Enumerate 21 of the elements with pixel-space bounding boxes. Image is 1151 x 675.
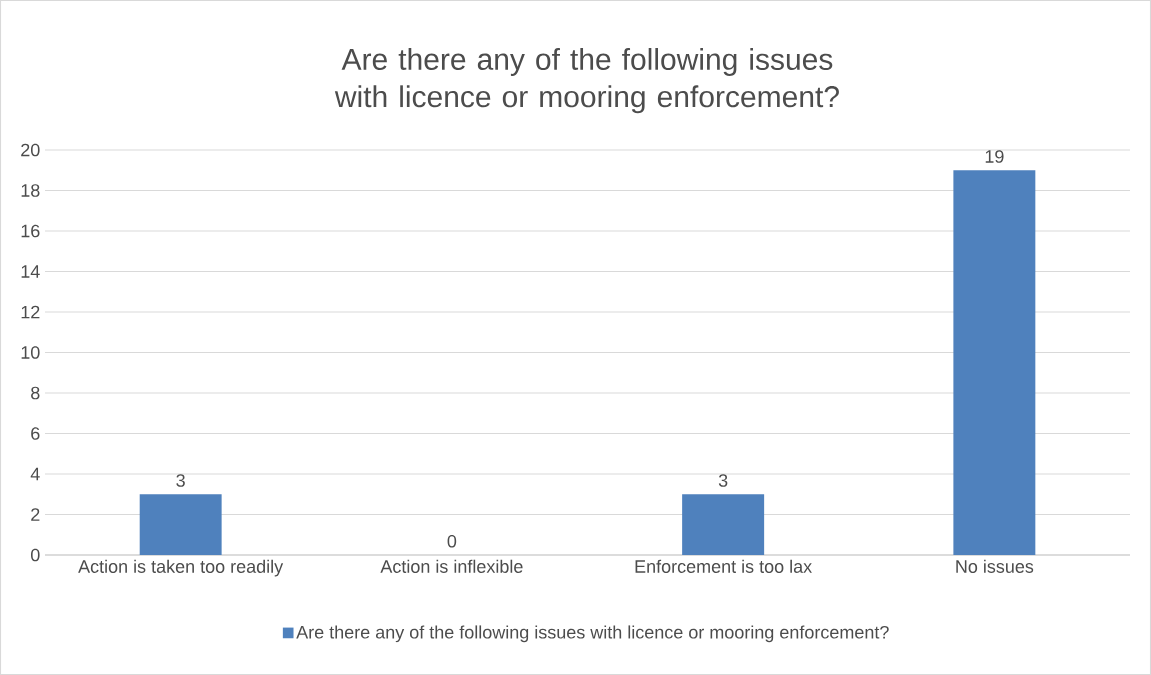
y-tick-label: 6 bbox=[31, 427, 40, 440]
y-tick-label: 4 bbox=[30, 467, 40, 481]
y-tick-label: 2 bbox=[31, 508, 40, 521]
y-tick-label: 14 bbox=[21, 265, 40, 278]
legend-label: Are there any of the following issues with licence or mooring enforcement? bbox=[296, 625, 889, 643]
chart-title: Are there any of the following issues with licence or mooring enforcement? bbox=[334, 47, 839, 114]
y-tick-label: 10 bbox=[21, 346, 40, 359]
y-tick-label: 16 bbox=[21, 224, 40, 238]
y-tick-label: 20 bbox=[21, 143, 40, 157]
x-tick-label: Action is inflexible bbox=[380, 559, 523, 573]
y-tick-label: 18 bbox=[21, 184, 40, 197]
data-label: 0 bbox=[447, 534, 457, 548]
x-tick-label: Action is taken too readily bbox=[78, 559, 284, 577]
y-tick-label: 0 bbox=[30, 548, 40, 562]
data-label: 3 bbox=[176, 474, 185, 487]
x-tick-label: Enforcement is too lax bbox=[635, 559, 812, 573]
y-tick-label: 12 bbox=[21, 305, 40, 319]
data-label: 3 bbox=[718, 474, 728, 487]
x-tick-label: No issues bbox=[956, 559, 1034, 573]
y-tick-label: 8 bbox=[31, 386, 40, 400]
data-label: 19 bbox=[985, 150, 1004, 163]
